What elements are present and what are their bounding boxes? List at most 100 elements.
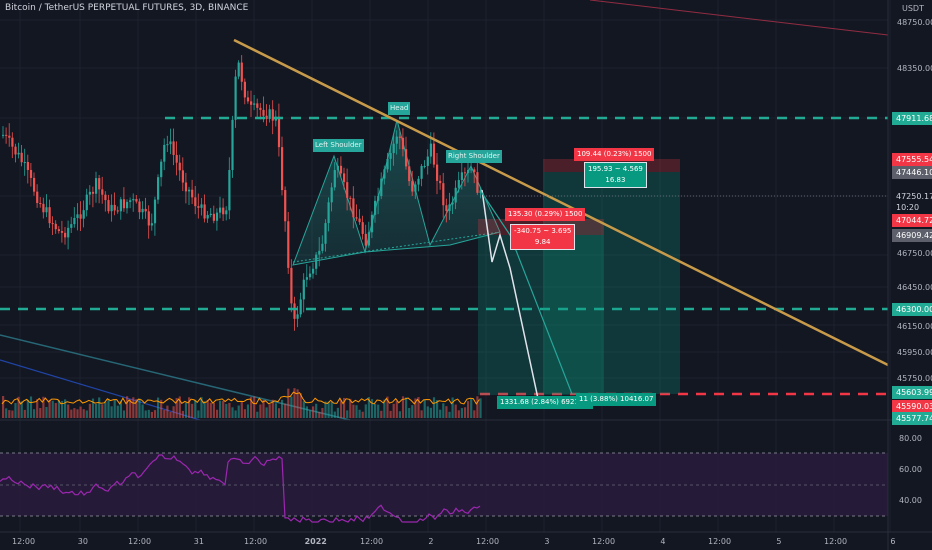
volume-bar [188,397,191,418]
candle-body [88,191,91,195]
volume-bar [11,410,14,418]
candle-body [36,191,39,204]
volume-bar [209,402,212,418]
right-shoulder-label[interactable]: Right Shoulder [446,150,502,163]
volume-bar [17,396,20,418]
volume-bar [150,411,153,418]
candle-body [23,162,26,164]
candle-body [215,212,219,221]
candle-body [20,152,23,163]
candle-body [315,254,318,269]
volume-bar [296,389,299,418]
short-position-stop-label[interactable]: 135.30 (0.29%) 1500 [505,208,586,221]
volume-bar [262,399,265,418]
volume-bar [129,399,132,418]
candle-body [169,141,172,145]
volume-bar [107,399,110,418]
volume-bar [23,409,26,418]
price-tick: 46450.00 [897,283,932,292]
candle-body [287,221,290,268]
candle-body [256,103,259,108]
long-position-stop-label[interactable]: 109.44 (0.23%) 1500 [574,148,655,161]
candle-body [392,143,395,154]
volume-bar [336,407,339,418]
volume-bar [240,402,243,418]
time-tick: 12:00 [824,537,848,546]
candle-body [299,299,302,315]
volume-bar [194,399,197,418]
volume-bar [302,401,305,418]
volume-bar [206,399,209,418]
projection-path-white [481,189,541,409]
long-target-label[interactable]: 11 (3.88%) 10416.07 [576,393,657,406]
volume-bar [85,410,88,418]
candle-body [5,134,8,136]
candle-body [2,134,5,136]
candle-body [432,143,436,165]
volume-bar [284,403,287,418]
price-badge: 10:20 [892,201,924,214]
time-tick: 6 [890,537,896,546]
volume-bar [184,402,188,418]
volume-bar [442,403,445,418]
short-position-info-label[interactable]: -340.75 ~ 3.695 9.84 [510,224,576,250]
volume-bar [414,398,417,418]
descending-trendline [233,38,889,367]
volume-bar [26,399,29,418]
volume-bar [57,399,60,418]
volume-bar [271,399,274,418]
volume-bar [203,401,206,418]
volume-bar [73,408,76,418]
candle-body [160,161,163,178]
symbol-title[interactable]: Bitcoin / TetherUS PERPETUAL FUTURES, 3D… [5,3,249,13]
volume-bar [163,410,166,418]
volume-bars [2,388,482,418]
volume-bar [395,400,398,418]
candle-body [181,170,184,183]
volume-bar [20,401,23,418]
volume-bar [191,403,194,418]
candle-body [271,109,274,121]
candle-body [237,62,240,77]
volume-bar [377,404,380,418]
volume-bar [330,401,333,418]
candle-body [398,136,401,138]
volume-bar [305,406,308,418]
volume-bar [101,404,104,418]
price-badge: 47250.17 [892,190,932,203]
candle-body [57,229,60,232]
volume-bar [315,403,318,418]
volume-bar [157,397,160,418]
volume-bar [243,409,246,418]
candle-body [364,233,367,246]
candle-body [29,169,33,178]
candle-body [150,223,153,226]
candle-body [246,97,250,102]
short-target-label[interactable]: 1331.68 (2.84%) 6921.21 [497,396,594,409]
candle-body [290,267,293,304]
head-label[interactable]: Head [388,102,411,115]
rsi-tick: 40.00 [899,496,922,505]
candle-body [157,177,160,200]
volume-bar [250,397,253,418]
candle-body [284,190,287,222]
candle-body [401,137,405,150]
time-tick: 2 [428,537,434,546]
candle-body [429,143,432,157]
volume-bar [104,401,107,418]
candle-body [355,217,358,219]
long-position-info-line2: 16.83 [605,176,626,184]
long-position-info-label[interactable]: 195.93 ~ 4.569 16.83 [584,162,647,188]
volume-bar [318,411,321,418]
candle-body [48,207,51,224]
volume-bar [364,404,367,418]
price-badge: 45577.74 [892,412,932,425]
volume-bar [14,402,17,418]
volume-bar [91,398,95,418]
left-shoulder-label[interactable]: Left Shoulder [313,139,364,152]
volume-bar [383,399,386,418]
volume-bar [79,406,82,418]
volume-bar [429,407,432,418]
top-red-trendline [589,0,889,36]
